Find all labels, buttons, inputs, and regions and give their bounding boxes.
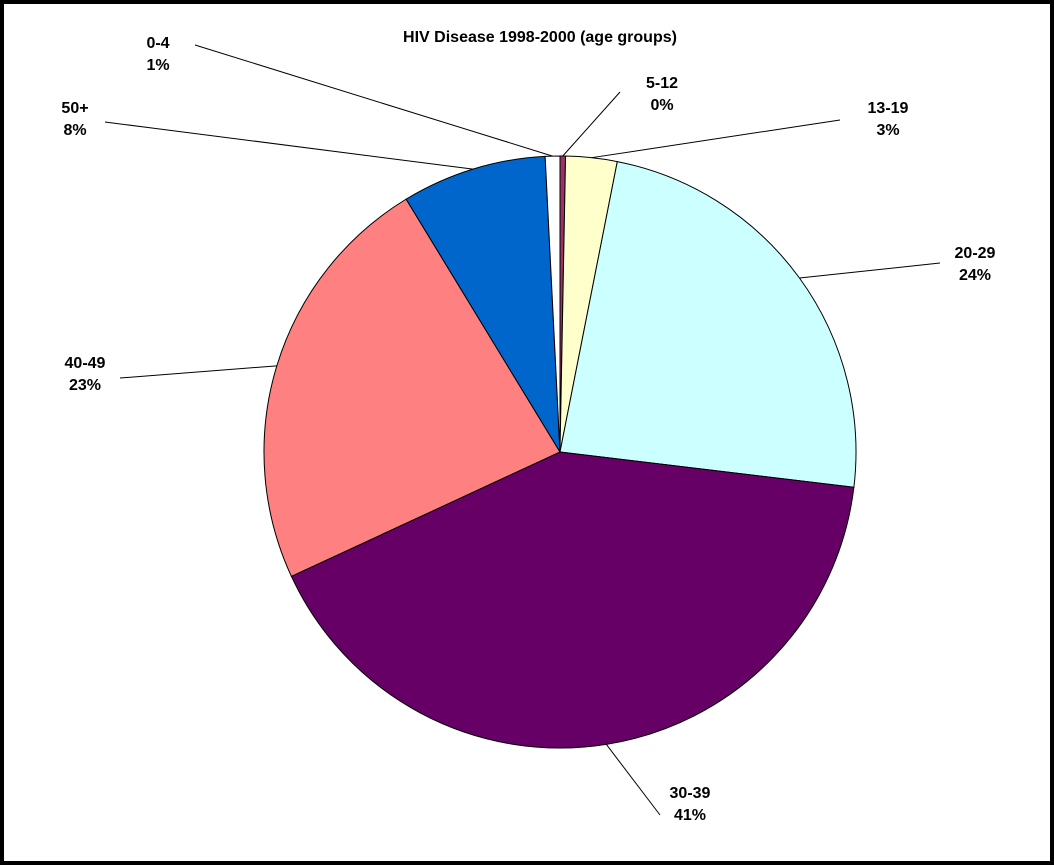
slice-value-label: 23% <box>69 377 101 394</box>
pie-slice <box>405 155 561 453</box>
slice-value-label: 1% <box>146 57 169 74</box>
slice-value-label: 0% <box>650 97 673 114</box>
leader-line <box>605 744 661 816</box>
leader-line <box>194 44 553 157</box>
slice-value-label: 3% <box>876 122 899 139</box>
pie-slice <box>290 451 855 749</box>
leader-line <box>591 119 841 159</box>
slice-label: 30-39 <box>670 785 711 802</box>
slice-label: 40-49 <box>65 355 106 372</box>
pie-slice <box>263 198 561 578</box>
slice-label: 13-19 <box>868 100 909 117</box>
slice-value-label: 8% <box>63 122 86 139</box>
leader-line <box>119 365 277 379</box>
slice-value-label: 41% <box>674 807 706 824</box>
slice-label: 50+ <box>61 100 88 117</box>
leader-line <box>104 121 474 170</box>
leader-line <box>562 91 621 157</box>
slice-label: 5-12 <box>646 75 678 92</box>
slice-value-label: 24% <box>959 267 991 284</box>
pie-slice <box>544 155 561 453</box>
leader-line <box>799 262 941 279</box>
chart-title: HIV Disease 1998-2000 (age groups) <box>403 29 677 46</box>
slice-label: 0-4 <box>146 35 169 52</box>
slice-label: 20-29 <box>955 245 996 262</box>
pie-slice <box>559 161 857 488</box>
